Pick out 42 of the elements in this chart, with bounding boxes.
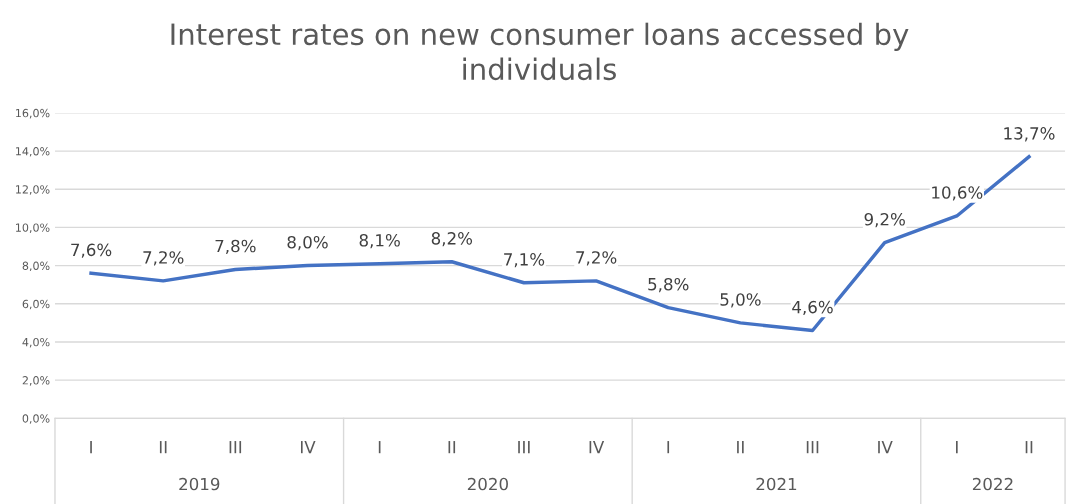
y-tick-label: 12,0%	[16, 185, 50, 195]
text: 2020	[467, 477, 508, 491]
data-label: 8,0%	[287, 235, 328, 251]
y-tick-label: 2,0%	[22, 376, 50, 386]
data-label: 5,8%	[648, 277, 689, 293]
data-label: 9,2%	[864, 212, 905, 228]
data-label: 7,8%	[215, 239, 256, 255]
y-tick-label: 16,0%	[16, 108, 50, 119]
x-tick-label: II	[448, 441, 456, 454]
data-label: 10,6%	[932, 186, 983, 201]
x-tick-label: I	[90, 441, 92, 454]
data-label: 7,2%	[576, 251, 617, 266]
x-tick-label: IV	[589, 441, 605, 454]
x-tick-label: I	[378, 441, 381, 454]
x-tick-label: III	[806, 441, 819, 454]
data-label: 7,6%	[71, 243, 112, 258]
data-label: 13,7%	[1004, 127, 1055, 142]
chart-title: Interest rates on new consumer loans accessed by individuals	[171, 22, 909, 81]
data-label: 7,1%	[504, 253, 545, 268]
data-label: 8,1%	[359, 233, 400, 249]
text: 2021	[756, 477, 797, 491]
data-label: 5,0%	[720, 293, 761, 308]
y-tick-label: 4,0%	[22, 337, 50, 348]
y-tick-label: 0,0%	[22, 414, 50, 424]
text: 2019	[179, 477, 220, 491]
x-tick-label: II	[159, 441, 167, 454]
data-label: 4,6%	[792, 300, 833, 316]
x-tick-label: IV	[878, 441, 893, 454]
data-label: 8,2%	[431, 232, 473, 247]
x-tick-label: III	[518, 441, 530, 454]
data-label: 7,2%	[143, 251, 184, 266]
y-tick-label: 8,0%	[22, 261, 50, 272]
y-tick-label: 6,0%	[22, 299, 50, 310]
x-tick-label: III	[229, 441, 242, 454]
text: 2022	[972, 477, 1013, 491]
x-tick-label: I	[667, 441, 670, 454]
y-tick-label: 14,0%	[16, 147, 50, 157]
x-tick-label: IV	[300, 441, 316, 454]
x-tick-label: I	[956, 441, 958, 454]
y-tick-label: 10,0%	[16, 223, 50, 233]
x-tick-label: II	[737, 441, 744, 454]
x-tick-label: II	[1025, 441, 1033, 454]
